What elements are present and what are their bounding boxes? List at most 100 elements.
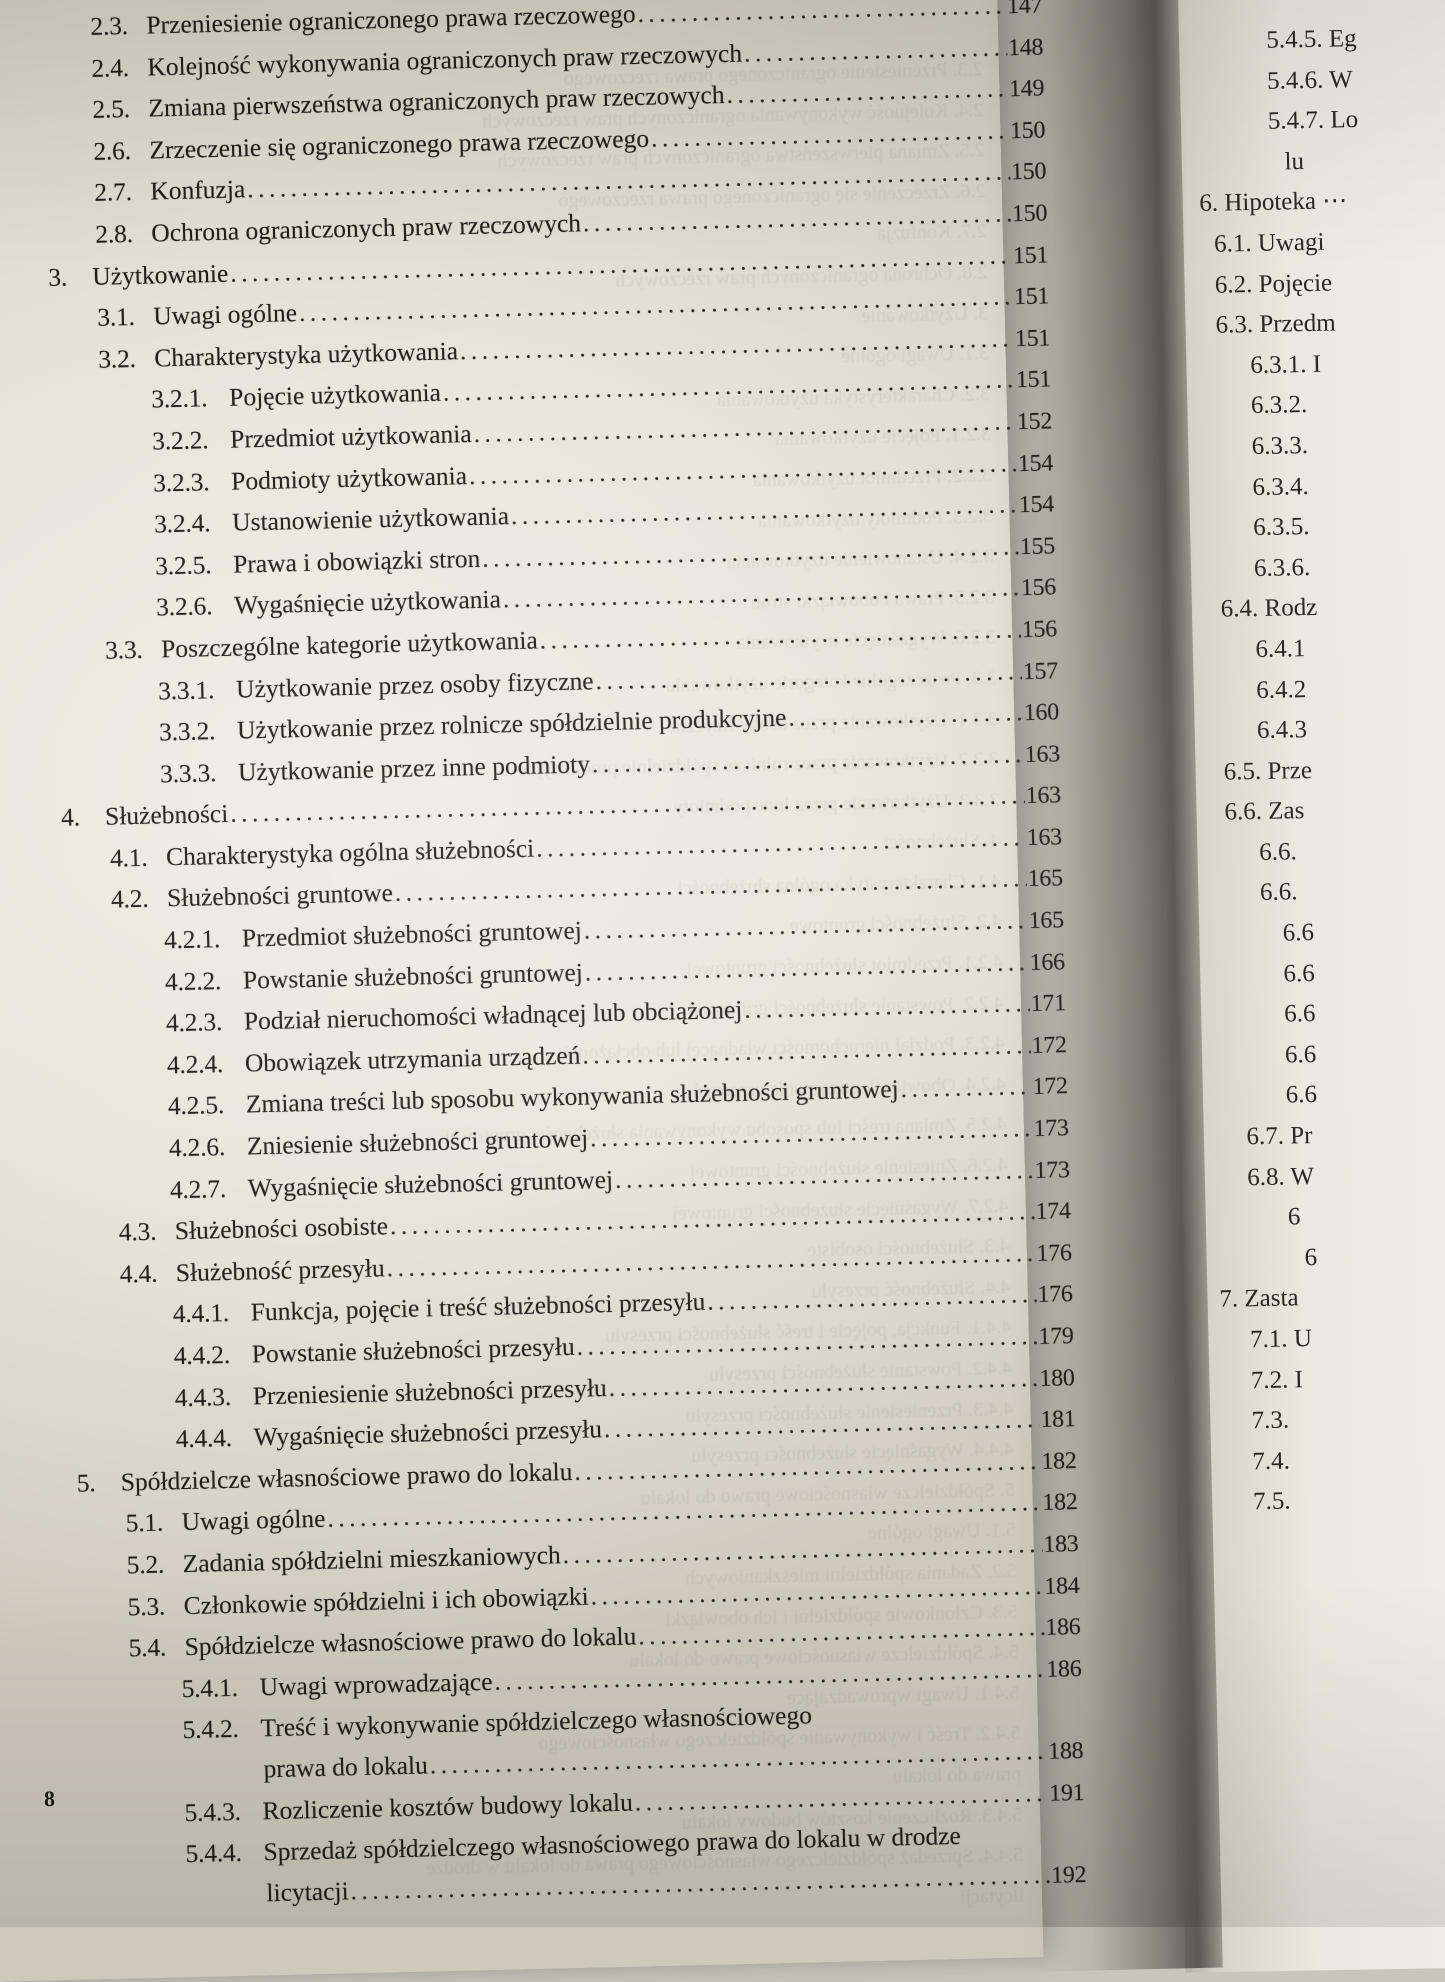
toc-entry-page-number: 156 [1021, 616, 1058, 643]
toc-entry-number: 5.1. [125, 1507, 164, 1538]
toc-entry-page-number: 150 [1009, 117, 1046, 145]
toc-entry-number: 4.2.1. [163, 924, 221, 955]
toc-entry-number: 2.6. [93, 135, 132, 166]
toc-entry-page-number: 150 [1011, 200, 1048, 228]
toc-entry-right-page: 6.6 [1282, 919, 1315, 947]
toc-entry-right-page: 6.8. W [1246, 1162, 1315, 1191]
toc-entry-number: 4.1. [109, 842, 148, 873]
toc-entry-page-number: 172 [1031, 1031, 1068, 1059]
toc-entry-page-number: 181 [1040, 1406, 1076, 1434]
toc-entry-number: 2.7. [94, 177, 133, 208]
toc-entry-number: 4.2.3. [165, 1007, 223, 1038]
toc-leader-dots: ........................................… [650, 111, 1010, 153]
toc-entry-number: 4.4.4. [175, 1423, 233, 1454]
toc-entry-title: Wygaśnięcie służebności przesyłu [253, 1414, 603, 1452]
toc-entry-page-number: 166 [1029, 948, 1066, 976]
toc-leader-dots: ........................................… [706, 1275, 1037, 1317]
toc-entry-number: 3.3.1. [157, 674, 215, 705]
toc-entry-right-page: 6. Hipoteka ⋯ [1199, 187, 1348, 218]
toc-entry-number: 4.3. [118, 1216, 157, 1247]
toc-entry-title: Wygaśnięcie służebności gruntowej [247, 1164, 614, 1203]
toc-entry-title: Służebności osobiste [174, 1211, 389, 1246]
toc-entry-right-page: 6.2. Pojęcie [1214, 269, 1333, 299]
toc-entry-number: 2.3. [90, 10, 129, 41]
toc-entry-page-number: 154 [1018, 491, 1055, 519]
toc-entry-right-page: 7.5. [1252, 1487, 1291, 1516]
toc-entry-right-page: 6.5. Prze [1223, 756, 1313, 786]
toc-entry-page-number: 163 [1026, 824, 1063, 851]
toc-entry-number: 4.2.2. [164, 965, 222, 997]
toc-entry-title: Prawa i obowiązki stron [232, 543, 481, 579]
toc-entry-number: 3.2.5. [154, 549, 212, 581]
toc-entry-right-page: 5.4.5. Eg [1266, 25, 1357, 54]
toc-leader-dots: ........................................… [788, 693, 1024, 732]
toc-entry-page-number: 176 [1036, 1239, 1072, 1267]
toc-entry-number: 5.4.2. [182, 1714, 240, 1745]
toc-entry-page-number: 182 [1041, 1447, 1077, 1475]
toc-entry-right-page: 6.6 [1285, 1081, 1318, 1109]
toc-entry-number: 3.2.2. [151, 425, 209, 456]
toc-entry-title: Służebności [104, 799, 229, 832]
toc-entry-title: Służebność przesyłu [175, 1253, 386, 1288]
toc-entry-title: Powstanie służebności przesyłu [251, 1331, 575, 1369]
toc-entry-number: 3.3. [104, 634, 143, 665]
toc-entry-right-page: 6.3.4. [1252, 472, 1310, 501]
toc-entry-title: Przedmiot służebności gruntowej [241, 915, 583, 953]
toc-entry-number: 3.3.3. [159, 757, 217, 789]
table-of-contents: 2.3. Przeniesienie ograniczonego prawa rz… [42, 0, 1087, 1919]
toc-entry-page-number: 165 [1027, 865, 1064, 893]
toc-entry-title: Przedmiot użytkowania [229, 418, 472, 454]
toc-entry-page-number: 183 [1043, 1530, 1079, 1558]
toc-entry-number: 3.2.3. [152, 466, 210, 498]
toc-entry-title: Obowiązek utrzymania urządzeń [244, 1040, 581, 1078]
toc-entry-number: 4.4.1. [172, 1298, 230, 1329]
toc-entry-right-page: 6.3.2. [1250, 391, 1308, 420]
toc-entry-number: 3.2. [97, 343, 137, 374]
toc-leader-dots: ........................................… [743, 984, 1031, 1024]
toc-entry-number: 5.4.1. [181, 1672, 239, 1703]
toc-entry-right-page: 6.3. Przedm [1215, 309, 1336, 339]
toc-entry-page-number: 173 [1033, 1115, 1069, 1142]
toc-entry-number: 4.2.6. [168, 1132, 226, 1163]
toc-entry-number: 5.3. [127, 1591, 166, 1621]
toc-entry-page-number: 173 [1034, 1156, 1070, 1184]
toc-entry-title: licytacji [266, 1876, 349, 1907]
toc-entry-page-number: 176 [1037, 1281, 1073, 1309]
toc-entry-page-number: 148 [1007, 34, 1044, 61]
toc-entry-number: 4.2.7. [169, 1173, 227, 1204]
toc-entry-title: Charakterystyka użytkowania [153, 336, 459, 373]
toc-entry-number: 4.2.4. [166, 1048, 224, 1080]
toc-entry-title: Pojęcie użytkowania [228, 378, 442, 413]
toc-entry-number: 3.2.4. [153, 508, 211, 539]
toc-entry-right-page: 7.4. [1252, 1447, 1291, 1475]
toc-entry-right-page: lu [1284, 147, 1305, 176]
toc-entry-number: 2.4. [91, 52, 130, 83]
toc-entry-right-page: 6.3.3. [1251, 431, 1309, 460]
toc-entry-right-page: 6.4.3 [1256, 716, 1308, 745]
toc-entry-right-page: 5.4.6. W [1266, 65, 1353, 95]
toc-entry-right-page: 7.3. [1251, 1406, 1290, 1435]
toc-entry-number: 5.4.3. [184, 1796, 242, 1827]
toc-entry-right-page: 6.6. Zas [1224, 797, 1305, 826]
toc-leader-dots: ........................................… [900, 1067, 1033, 1104]
toc-entry-page-number: 157 [1022, 657, 1059, 685]
toc-entry-page-number: 179 [1038, 1323, 1074, 1350]
toc-entry-number: 5.4. [128, 1632, 167, 1663]
toc-entry-number: 4.4.3. [174, 1381, 232, 1412]
toc-entry-page-number: 180 [1039, 1364, 1075, 1392]
toc-entry-number: 4.4. [119, 1258, 158, 1289]
toc-entry-right-page: 6 [1304, 1243, 1318, 1272]
toc-entry-page-number: 160 [1023, 699, 1060, 727]
toc-entry-right-page: 6.6. [1259, 878, 1298, 907]
toc-entry-page-number: 163 [1024, 740, 1061, 768]
toc-entry-page-number: 188 [1047, 1737, 1084, 1765]
toc-entry-page-number: 151 [1014, 325, 1051, 352]
toc-entry-number: 4.4.2. [173, 1339, 231, 1371]
toc-entry-page-number: 186 [1045, 1614, 1081, 1641]
toc-entry-right-page: 6.6 [1283, 1000, 1316, 1028]
toc-entry-page-number: 150 [1010, 158, 1047, 186]
toc-entry-right-page: 6.3.1. I [1250, 350, 1322, 379]
toc-entry-right-page: 6 [1287, 1203, 1301, 1231]
toc-entry-number: 4.2.5. [167, 1090, 225, 1121]
